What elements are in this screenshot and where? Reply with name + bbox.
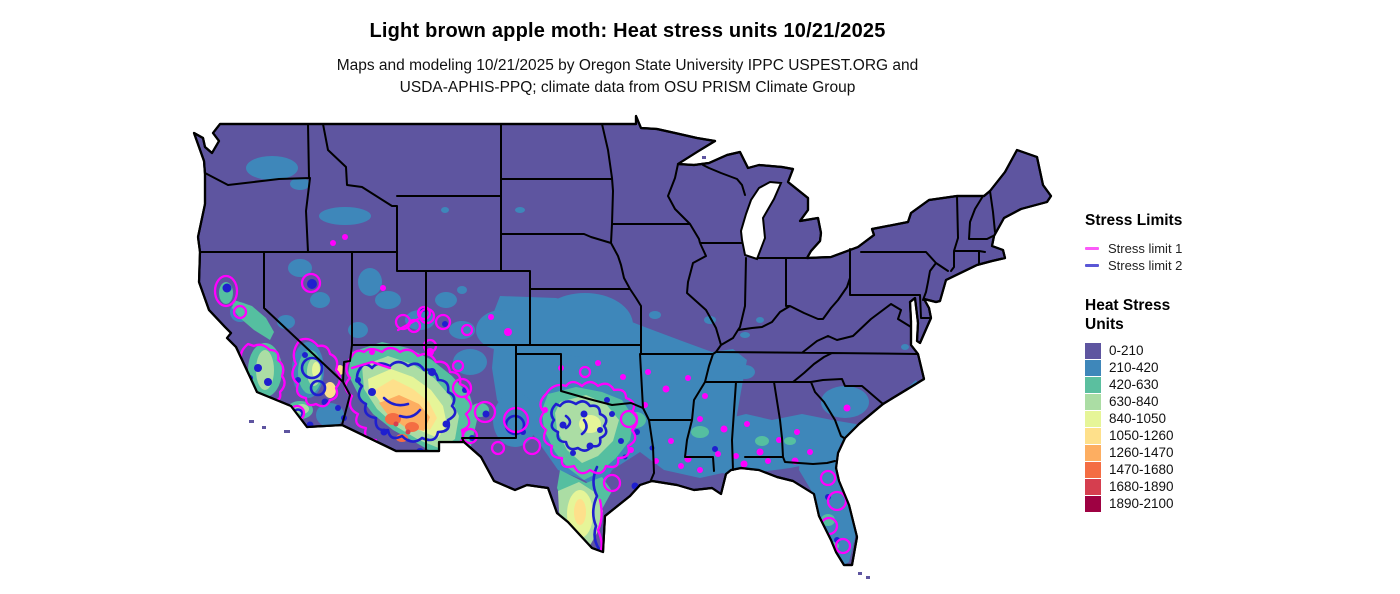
heat-stress-unit-item-label: 420-630 — [1109, 377, 1159, 392]
header: Light brown apple moth: Heat stress unit… — [0, 0, 1255, 99]
heat-stress-unit-item-swatch — [1085, 393, 1101, 410]
subtitle-line-1: Maps and modeling 10/21/2025 by Oregon S… — [336, 57, 919, 74]
heat-stress-unit-item: 1470-1680 — [1085, 461, 1385, 478]
heat-stress-unit-item: 210-420 — [1085, 359, 1385, 376]
heat-stress-unit-item-label: 1050-1260 — [1109, 428, 1174, 443]
heat-stress-unit-item-label: 840-1050 — [1109, 411, 1167, 426]
stress-limit-item-label: Stress limit 2 — [1108, 258, 1183, 273]
heat-stress-unit-item-label: 1470-1680 — [1109, 462, 1174, 477]
heat-stress-unit-item-swatch — [1085, 359, 1101, 376]
heat-stress-unit-item-label: 0-210 — [1109, 343, 1144, 358]
heat-stress-unit-item-swatch — [1085, 427, 1101, 444]
stress-limits-title: Stress Limits — [1085, 212, 1183, 229]
legend: Stress Limits Stress limit 1 Stress limit… — [1085, 212, 1385, 512]
units-title-line-2: Units — [1085, 316, 1124, 333]
stress-limit-item-label: Stress limit 1 — [1108, 241, 1183, 256]
heat-stress-unit-item-swatch — [1085, 478, 1101, 495]
stress-limit-item: Stress limit 2 — [1085, 257, 1385, 274]
heat-stress-units-legend: Heat Stress Units 0-210 210-420 420-630 630… — [1085, 296, 1385, 512]
heat-stress-unit-item: 420-630 — [1085, 376, 1385, 393]
heat-stress-unit-item-swatch — [1085, 342, 1101, 359]
heat-stress-unit-item-swatch — [1085, 444, 1101, 461]
heat-stress-unit-item-label: 1680-1890 — [1109, 479, 1174, 494]
units-title-line-1: Heat Stress — [1085, 297, 1171, 314]
state-borders — [199, 123, 996, 481]
heat-stress-unit-item: 0-210 — [1085, 342, 1385, 359]
heat-stress-unit-item: 630-840 — [1085, 393, 1385, 410]
map-subtitle: Maps and modeling 10/21/2025 by Oregon S… — [0, 55, 1255, 99]
heat-stress-unit-item: 1680-1890 — [1085, 478, 1385, 495]
heat-stress-unit-item-label: 1890-2100 — [1109, 496, 1174, 511]
heat-stress-units-title: Heat Stress Units — [1085, 296, 1385, 334]
stress-limit-item-swatch — [1085, 247, 1099, 250]
heat-stress-unit-item: 1260-1470 — [1085, 444, 1385, 461]
heat-stress-unit-item-swatch — [1085, 461, 1101, 478]
stress-limits-rows: Stress limit 1 Stress limit 2 — [1085, 240, 1385, 274]
heat-stress-unit-item-swatch — [1085, 495, 1101, 512]
offshore-islands — [249, 148, 870, 579]
us-coastline — [192, 114, 1053, 567]
heat-stress-unit-item-swatch — [1085, 410, 1101, 427]
subtitle-line-2: USDA-APHIS-PPQ; climate data from OSU PR… — [399, 79, 856, 96]
heat-stress-unit-item: 1890-2100 — [1085, 495, 1385, 512]
heat-stress-unit-item-label: 210-420 — [1109, 360, 1159, 375]
heat-stress-unit-item-label: 1260-1470 — [1109, 445, 1174, 460]
heat-stress-unit-item-label: 630-840 — [1109, 394, 1159, 409]
heat-stress-unit-item-swatch — [1085, 376, 1101, 393]
heat-stress-units-rows: 0-210 210-420 420-630 630-840 840-1050 1050-1… — [1085, 342, 1385, 512]
heat-stress-unit-item: 1050-1260 — [1085, 427, 1385, 444]
heat-stress-unit-item: 840-1050 — [1085, 410, 1385, 427]
map-title: Light brown apple moth: Heat stress unit… — [369, 20, 886, 42]
lake-michigan — [739, 180, 783, 261]
stress-limit-item-swatch — [1085, 264, 1099, 267]
stress-limits-legend: Stress Limits Stress limit 1 Stress limit… — [1085, 212, 1385, 274]
stress-limit-item: Stress limit 1 — [1085, 240, 1385, 257]
